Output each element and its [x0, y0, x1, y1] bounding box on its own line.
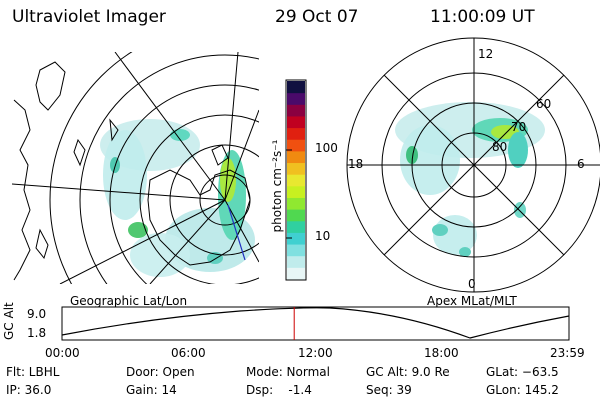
time-tick-1200: 12:00	[298, 346, 333, 360]
altitude-ytick-1-8: 1.8	[27, 326, 47, 340]
colorbar	[285, 79, 307, 281]
time-tick-1800: 18:00	[424, 346, 459, 360]
mlt-label-12: 12	[478, 47, 494, 61]
title: Ultraviolet Imager	[12, 7, 166, 27]
time-tick-2359: 23:59	[550, 346, 585, 360]
colorbar-segment	[287, 104, 305, 117]
time: 11:00:09 UT	[430, 7, 535, 27]
mode-info: Mode: Normal	[246, 365, 330, 379]
altitude-axis-title: GC Alt	[2, 302, 16, 340]
colorbar-segment	[287, 232, 305, 245]
left-panel-caption: Geographic Lat/Lon	[70, 294, 188, 308]
colorbar-segment	[287, 197, 305, 210]
altitude-plot	[61, 306, 570, 341]
colorbar-segment	[287, 255, 305, 268]
mlat-label-80: 80	[492, 140, 508, 154]
colorbar-segment	[287, 150, 305, 164]
gain-info: Gain: 14	[126, 383, 177, 397]
colorbar-tick-100: 100	[315, 141, 338, 155]
dsp-info: Dsp: -1.4	[246, 383, 312, 397]
colorbar-segment	[287, 139, 305, 152]
ip-info: IP: 36.0	[6, 383, 52, 397]
colorbar-segment	[287, 115, 305, 129]
date: 29 Oct 07	[275, 7, 359, 27]
colorbar-tick-10: 10	[315, 229, 331, 243]
colorbar-segment	[287, 81, 305, 94]
time-tick-0000: 00:00	[45, 346, 80, 360]
colorbar-segment	[287, 220, 305, 233]
colorbar-segment	[287, 162, 305, 175]
right-panel-caption: Apex MLat/MLT	[427, 294, 517, 308]
gc-alt-info: GC Alt: 9.0 Re	[366, 365, 450, 379]
mlat-label-70: 70	[511, 120, 527, 134]
mlat-label-60: 60	[536, 97, 552, 111]
colorbar-segment	[287, 209, 305, 222]
colorbar-unit-label: photon cm⁻²s⁻¹	[270, 139, 284, 233]
apex-polar-map	[346, 37, 600, 293]
altitude-ytick-9: 9.0	[27, 307, 47, 321]
glat-info: GLat: −63.5	[486, 365, 559, 379]
glon-info: GLon: 145.2	[486, 383, 559, 397]
colorbar-segment	[287, 185, 305, 198]
colorbar-segment	[287, 244, 305, 257]
aurora-emission-right	[395, 102, 545, 257]
seq-info: Seq: 39	[366, 383, 412, 397]
mlt-label-6: 6	[577, 157, 585, 171]
mlt-label-0: 0	[468, 277, 476, 291]
door-info: Door: Open	[126, 365, 195, 379]
altitude-curve	[61, 307, 570, 339]
colorbar-segment	[287, 267, 305, 280]
filter-info: Flt: LBHL	[6, 365, 60, 379]
colorbar-segment	[287, 92, 305, 105]
time-tick-0600: 06:00	[171, 346, 206, 360]
geographic-map	[12, 52, 259, 284]
colorbar-segment	[287, 127, 305, 140]
mlt-label-18: 18	[348, 157, 364, 171]
colorbar-segment	[287, 174, 305, 187]
